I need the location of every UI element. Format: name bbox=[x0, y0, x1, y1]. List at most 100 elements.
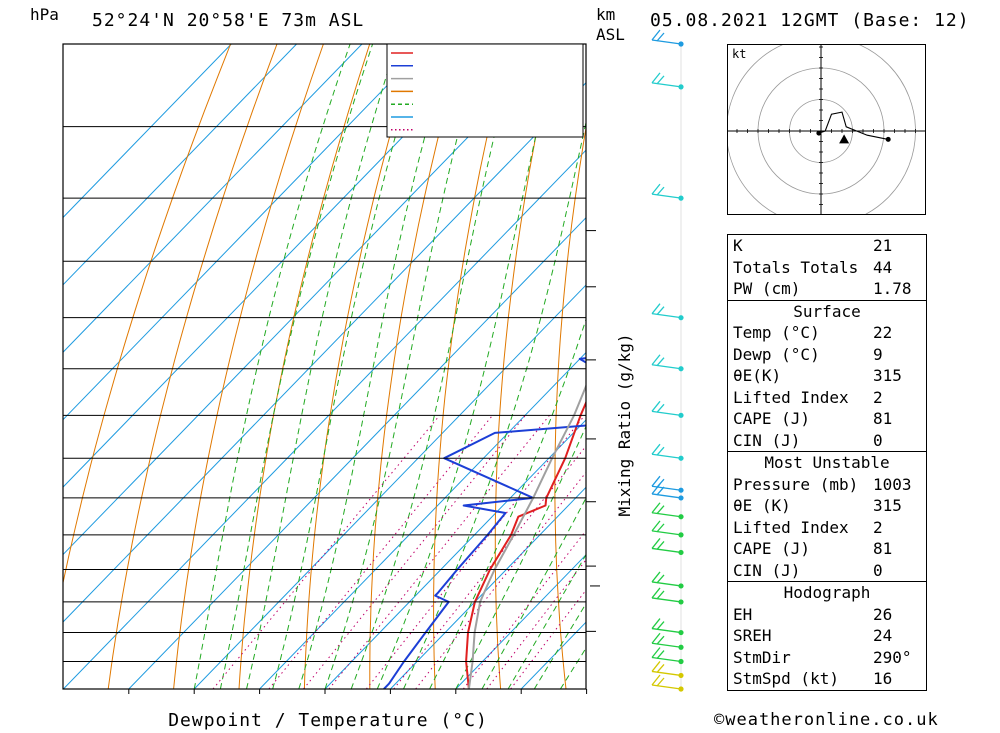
storm-motion-marker bbox=[839, 134, 850, 144]
wind-barb bbox=[651, 571, 684, 589]
wind-barb-shaft bbox=[651, 581, 682, 587]
wind-barb-dot bbox=[678, 514, 684, 520]
wind-barb-shaft bbox=[651, 39, 682, 45]
table-row: StmDir 290° bbox=[728, 647, 926, 669]
row-value: 22 bbox=[873, 323, 893, 342]
wind-barb-flag bbox=[656, 357, 665, 367]
wind-barb-flag bbox=[656, 523, 665, 533]
wind-barb-flag bbox=[651, 520, 661, 532]
isotherm-line bbox=[193, 284, 586, 689]
dry-adiabat-line bbox=[173, 44, 324, 689]
table-row: CAPE (J) 81 bbox=[728, 408, 926, 430]
wind-barb-shaft bbox=[651, 193, 682, 199]
wind-barb-shaft bbox=[651, 597, 682, 603]
table-row: CIN (J) 0 bbox=[728, 560, 926, 582]
wind-barb-flag bbox=[651, 354, 661, 366]
wind-barb-flag bbox=[651, 647, 661, 658]
wind-barb-dot bbox=[678, 366, 684, 372]
wet-adiabat-line bbox=[272, 44, 423, 689]
wind-barb-dot bbox=[678, 455, 684, 461]
wind-barb-shaft bbox=[651, 453, 682, 459]
wind-barb-flag bbox=[656, 650, 665, 659]
isotherm-line bbox=[128, 216, 586, 689]
wind-barb bbox=[651, 303, 684, 321]
wind-barb-dot bbox=[678, 583, 684, 589]
row-label: EH bbox=[733, 604, 753, 624]
hodograph-params-title: Hodograph bbox=[783, 583, 871, 602]
legend-box bbox=[386, 43, 584, 138]
wet-adiabat-line bbox=[219, 44, 374, 689]
row-value: 26 bbox=[873, 604, 893, 624]
wind-barb-dot bbox=[678, 315, 684, 321]
wind-barb-shaft bbox=[651, 82, 682, 88]
mixing-ratio-line bbox=[393, 445, 586, 689]
wind-barb bbox=[651, 587, 684, 605]
row-label: PW (cm) bbox=[733, 279, 801, 298]
wet-adiabat-line bbox=[324, 44, 483, 689]
wind-barb bbox=[651, 502, 684, 520]
table-row: θE (K) 315 bbox=[728, 495, 926, 517]
wind-barb-flag bbox=[651, 632, 661, 644]
wind-barb-shaft bbox=[651, 530, 682, 536]
wind-barb-flag bbox=[651, 538, 661, 549]
dry-adiabat-line bbox=[433, 44, 510, 689]
wet-adiabat-line bbox=[298, 44, 451, 689]
wind-barb-flag bbox=[651, 29, 661, 41]
series-dewpoint bbox=[383, 357, 586, 689]
wind-barb-flag bbox=[651, 183, 661, 195]
table-row: SREH 24 bbox=[728, 625, 926, 647]
row-value: 0 bbox=[873, 560, 883, 580]
wind-barb-shaft bbox=[651, 547, 682, 554]
row-value: 81 bbox=[873, 539, 893, 558]
isotherm-line bbox=[63, 82, 586, 623]
dry-adiabat-line bbox=[238, 44, 371, 689]
wind-barb bbox=[651, 29, 684, 47]
row-value: 2 bbox=[873, 517, 883, 537]
row-value: 1.78 bbox=[873, 279, 912, 298]
wind-barb-flag bbox=[651, 443, 661, 455]
row-value: 0 bbox=[873, 430, 883, 450]
wind-barb-flag bbox=[651, 674, 661, 686]
wind-barb-flag bbox=[656, 32, 665, 42]
isotherm-line bbox=[390, 486, 586, 689]
most-unstable-title: Most Unstable bbox=[764, 453, 890, 472]
wind-barb-shaft bbox=[651, 642, 682, 648]
row-label: Pressure (mb) bbox=[733, 474, 859, 494]
mixing-ratio-line bbox=[510, 589, 586, 689]
location-title: 52°24'N 20°58'E 73m ASL bbox=[92, 10, 365, 31]
wind-barb-flag bbox=[651, 571, 661, 583]
credit-link[interactable]: ©weatheronline.co.uk bbox=[714, 710, 939, 730]
wind-barb-flag bbox=[651, 661, 661, 672]
chart-legend bbox=[386, 43, 584, 138]
wind-barb-flag bbox=[656, 505, 665, 515]
mixing-ratio-axis-label: Mixing Ratio (g/kg) bbox=[615, 333, 634, 516]
wind-barb-shaft bbox=[651, 684, 682, 690]
dry-adiabat-line bbox=[669, 44, 697, 689]
dry-adiabat-line bbox=[554, 125, 586, 689]
hodograph-end-marker bbox=[885, 136, 891, 142]
wind-barb-dot bbox=[678, 599, 684, 605]
wind-barb-flag bbox=[656, 446, 665, 456]
row-value: 81 bbox=[873, 409, 893, 428]
wind-barb-flag bbox=[651, 502, 661, 514]
wet-adiabat-line bbox=[193, 44, 351, 689]
wind-barb-flag bbox=[656, 635, 665, 645]
wind-barb-dot bbox=[678, 84, 684, 90]
row-label: Lifted Index bbox=[733, 517, 849, 537]
table-row: PW (cm) 1.78 bbox=[728, 278, 926, 300]
row-value: 9 bbox=[873, 344, 883, 364]
table-row: Pressure (mb) 1003 bbox=[728, 474, 926, 496]
table-row: EH 26 bbox=[728, 604, 926, 626]
wind-barb-shaft bbox=[651, 627, 682, 634]
wind-barb-shaft bbox=[651, 493, 682, 499]
axes-layer bbox=[62, 43, 600, 694]
isotherm-line bbox=[63, 44, 428, 421]
wind-barb-dot bbox=[678, 487, 684, 493]
row-value: 24 bbox=[873, 626, 893, 645]
wet-adiabat-line bbox=[481, 497, 586, 689]
hodograph-unit-label: kt bbox=[732, 47, 746, 61]
wind-barb-flag bbox=[656, 590, 665, 600]
hodograph-panel: kt bbox=[726, 36, 926, 226]
isotherm-line bbox=[455, 554, 586, 689]
row-label: CIN (J) bbox=[733, 430, 801, 450]
